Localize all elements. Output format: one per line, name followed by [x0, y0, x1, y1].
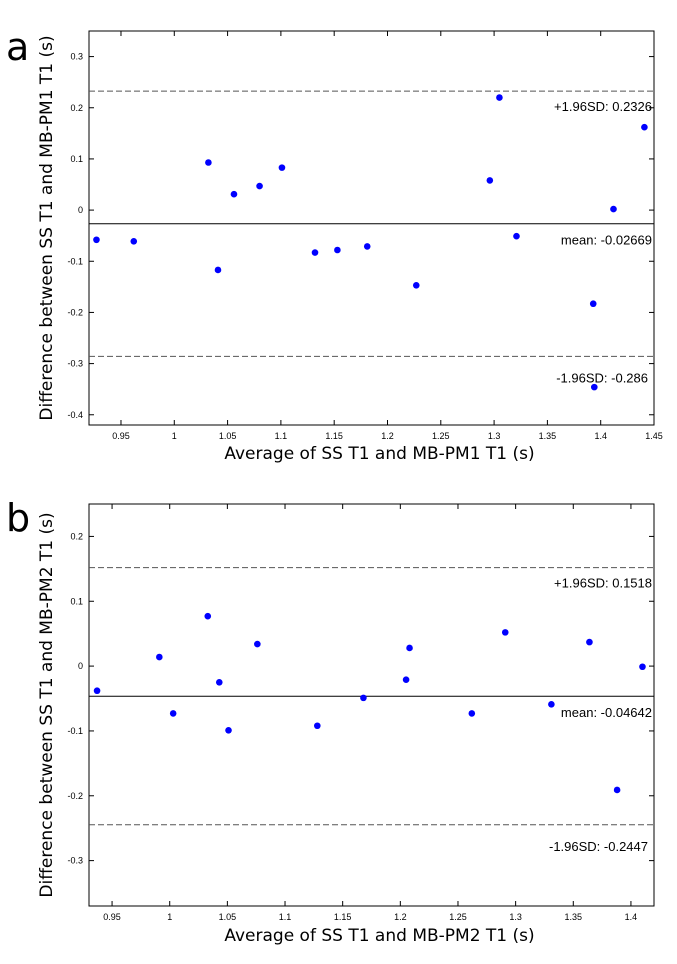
panel-b-x-tick-label: 0.95	[103, 912, 121, 922]
panel-b-plot-frame	[88, 503, 655, 907]
panel-b-data-point	[613, 786, 621, 794]
panel-b-y-tick-label: -0.1	[67, 726, 83, 736]
panel-a-x-tick-label: 1.15	[325, 431, 343, 441]
panel-a-x-axis-title: Average of SS T1 and MB-PM1 T1 (s)	[224, 444, 534, 464]
panel-b-x-tick-label: 1.3	[509, 912, 522, 922]
panel-b-data-point	[360, 694, 367, 702]
panel-a-data-point	[130, 238, 138, 245]
panel-a-x-tick-label: 0.95	[112, 431, 130, 441]
panel-a-data-point	[486, 177, 494, 184]
panel-a-y-tick-label: 0.1	[70, 154, 83, 164]
panel-a-x-tick-label: 1.2	[381, 431, 394, 441]
panel-a-y-tick-label: -0.1	[67, 256, 83, 266]
panel-a-y-tick-label: 0	[78, 205, 83, 215]
panel-a-data-point	[589, 300, 597, 308]
panel-a-y-tick-label: -0.3	[67, 359, 83, 369]
panel-a-data-point	[230, 190, 238, 198]
panel-a-y-tick-label: -0.2	[67, 307, 83, 317]
panel-a-x-tick-label: 1.35	[539, 431, 557, 441]
panel-b-y-tick-label: -0.2	[67, 791, 83, 801]
panel-a-x-tick-label: 1	[172, 431, 177, 441]
panel-b-y-tick-label: 0	[78, 661, 83, 671]
panel-a-data-point	[214, 266, 222, 274]
panel-b-data-point	[254, 640, 261, 648]
panel-a-x-tick-label: 1.3	[488, 431, 501, 441]
panel-b-x-tick-label: 1.25	[449, 912, 467, 922]
panel-a-data-point	[610, 205, 617, 213]
panel-a-data-point	[205, 159, 212, 166]
panel-a-data-point	[412, 282, 420, 289]
panel-a-data-point	[363, 243, 371, 250]
panel-a: a 0.95 1 1.05 1.1 1.15 1.2 1.25 1.3 1.35 1.4 1.45 -…	[6, 25, 663, 464]
panel-a-y-tick-label: 0.3	[70, 52, 83, 62]
panel-b-x-tick-label: 1.05	[219, 912, 237, 922]
panel-b-data-point	[639, 663, 646, 671]
panel-a-x-tick-label: 1.1	[275, 431, 288, 441]
panel-b-x-tick-label: 1.35	[565, 912, 583, 922]
panel-b-data-point	[225, 726, 232, 734]
panel-b-x-tick-label: 1.2	[394, 912, 407, 922]
panel-b-y-tick-label: -0.3	[67, 856, 83, 866]
panel-b-data-point	[215, 679, 223, 686]
panel-b-x-tick-label: 1	[167, 912, 172, 922]
panel-b-data-point	[314, 722, 321, 730]
panel-b-data-point	[93, 687, 101, 695]
panel-b-data-point	[501, 629, 509, 636]
panel-a-x-tick-label: 1.25	[432, 431, 450, 441]
panel-a-y-tick-label: 0.2	[70, 103, 83, 113]
panel-a-y-axis-title: Difference between SS T1 and MB-PM1 T1 (…	[37, 35, 57, 420]
panel-a-data-point	[513, 232, 520, 240]
panel-a-x-tick-label: 1.05	[219, 431, 237, 441]
panel-a-data-point	[93, 236, 100, 244]
panel-b-y-tick-label: 0.2	[70, 531, 83, 541]
panel-b: b 0.95 1 1.05 1.1 1.15 1.2 1.25 1.3 1.35 1.4 -0.3 -…	[6, 496, 655, 946]
panel-b-data-point	[406, 644, 413, 652]
panel-a-data-point	[496, 94, 503, 101]
panel-b-data-point	[402, 676, 410, 684]
panel-a-mean-label: mean: -0.02669	[561, 233, 652, 248]
panel-b-x-axis-title: Average of SS T1 and MB-PM2 T1 (s)	[224, 926, 534, 946]
panel-b-data-point	[204, 612, 212, 620]
panel-a-y-tick-label: -0.4	[67, 410, 83, 420]
panel-a-data-point	[311, 249, 319, 256]
panel-b-data-point	[548, 701, 555, 708]
panel-b-data-point	[169, 710, 177, 717]
panel-a-data-point	[334, 246, 341, 254]
panel-a-upper-loa-label: +1.96SD: 0.2326	[554, 99, 652, 114]
panel-b-lower-loa-label: -1.96SD: -0.2447	[549, 839, 648, 854]
panel-a-data-point	[256, 182, 263, 190]
panel-b-x-tick-label: 1.4	[625, 912, 638, 922]
panel-b-x-tick-label: 1.15	[334, 912, 352, 922]
panel-b-y-tick-label: 0.1	[70, 596, 83, 606]
panel-b-data-point	[468, 710, 476, 717]
panel-a-data-point	[278, 164, 286, 171]
panel-b-x-tick-label: 1.1	[279, 912, 292, 922]
panel-b-mean-label: mean: -0.04642	[561, 705, 652, 720]
panel-a-x-tick-label: 1.4	[594, 431, 607, 441]
panel-a-x-tick-label: 1.45	[645, 431, 663, 441]
panel-b-letter: b	[6, 496, 30, 540]
panel-a-data-point	[591, 383, 598, 391]
panel-a-plot-frame	[88, 30, 655, 426]
panel-b-data-point	[156, 653, 163, 661]
panel-a-letter: a	[6, 25, 29, 69]
panel-b-upper-loa-label: +1.96SD: 0.1518	[554, 576, 652, 591]
panel-b-data-point	[586, 638, 593, 646]
panel-a-lower-loa-label: -1.96SD: -0.286	[556, 370, 648, 385]
panel-b-y-axis-title: Difference between SS T1 and MB-PM2 T1 (…	[37, 512, 57, 897]
panel-a-data-point	[641, 123, 648, 131]
